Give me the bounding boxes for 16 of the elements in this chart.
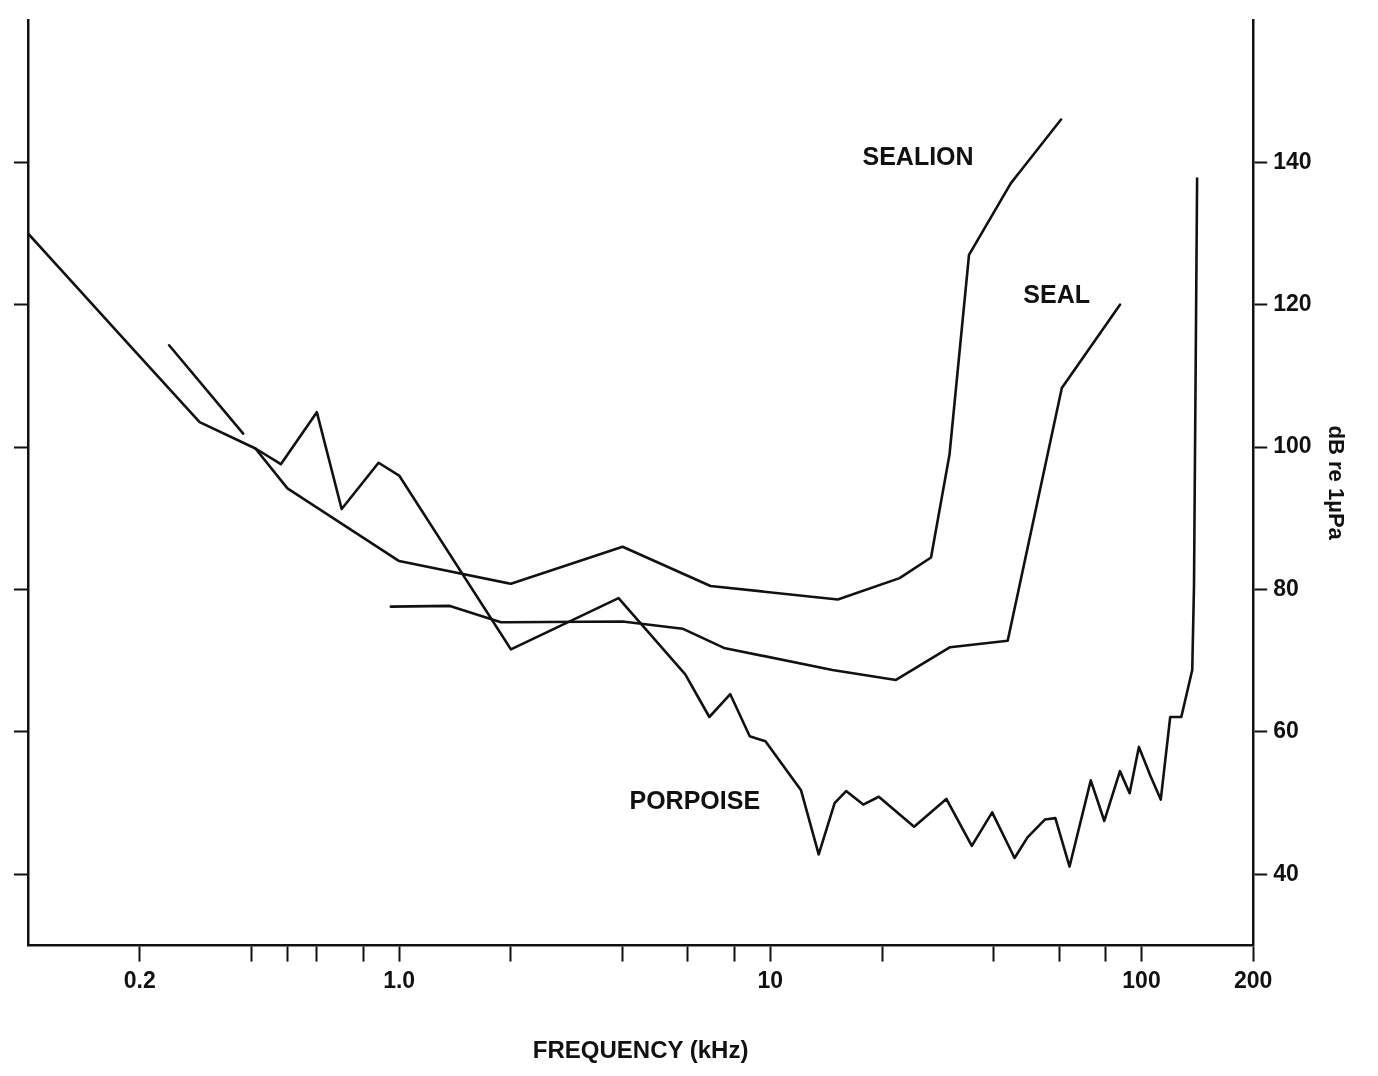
y2-tick-label: 120 xyxy=(1273,290,1312,317)
y2-tick-label: 80 xyxy=(1273,574,1299,601)
x-axis-title: FREQUENCY (kHz) xyxy=(532,1036,749,1064)
x-tick-label: 100 xyxy=(1122,966,1161,993)
y2-tick-label: 140 xyxy=(1273,147,1312,174)
y2-axis-title: dB re 1µPa xyxy=(1323,425,1349,541)
y2-tick-label: 100 xyxy=(1273,432,1312,459)
series-label: SEALION xyxy=(862,142,974,171)
x-tick-label: 200 xyxy=(1234,966,1273,993)
series-label: PORPOISE xyxy=(629,786,761,815)
x-tick-label: 10 xyxy=(757,966,784,993)
x-tick-label: 0.2 xyxy=(123,966,156,993)
y2-tick-label: 60 xyxy=(1273,717,1299,744)
x-tick-label: 1.0 xyxy=(383,966,416,993)
series-label: SEAL xyxy=(1023,279,1090,308)
y2-tick-label: 40 xyxy=(1273,859,1299,886)
